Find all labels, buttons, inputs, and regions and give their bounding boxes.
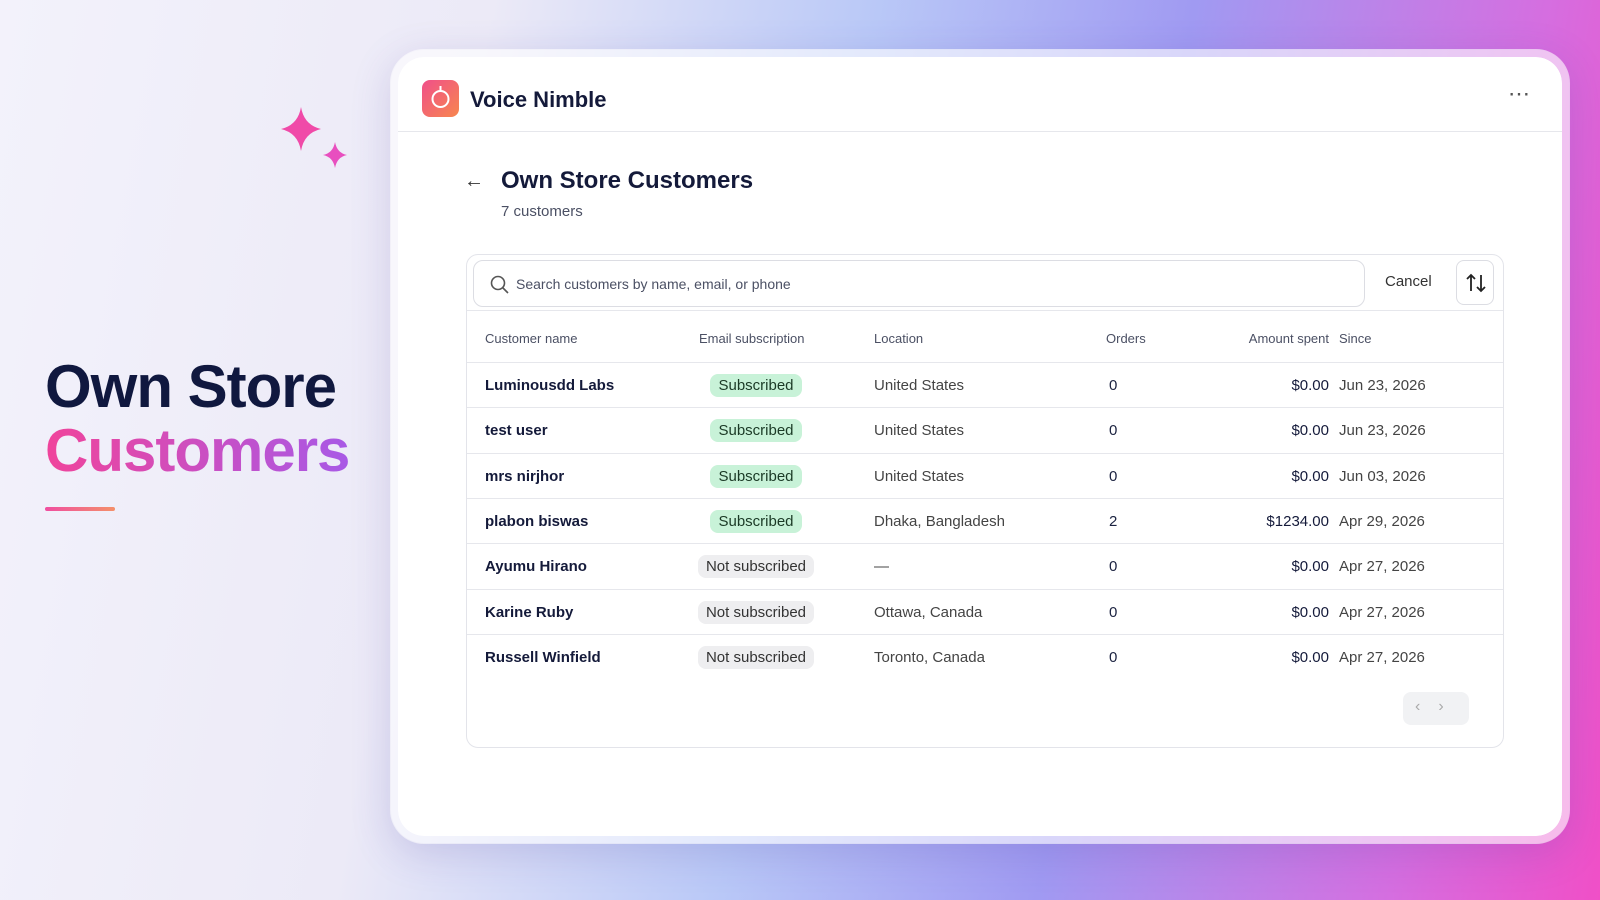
search-placeholder: Search customers by name, email, or phon… [516,276,791,292]
table-cell: $0.00 [1291,422,1329,440]
customer-name: plabon biswas [485,512,589,530]
table-cell: Jun 23, 2026 [1339,422,1426,440]
status-badge: Not subscribed [697,600,815,624]
table-cell: 0 [1109,648,1118,666]
table-cell: 2 [1109,512,1118,530]
hero-title: Customers [45,417,350,484]
table-row: Luminousdd Labs Subscribed United States 0 $… [467,362,1503,408]
customer-table: Search customers by name, email, or phon… [466,254,1504,748]
table-cell: Toronto, Canada [874,648,985,666]
customer-name: Russell Winfield [485,648,601,666]
column-header: Since [1339,331,1372,346]
table-cell: Jun 23, 2026 [1339,377,1426,394]
table-cell: $0.00 [1291,648,1329,666]
table-cell: $0.00 [1291,377,1329,394]
sort-button[interactable] [1456,260,1494,305]
underline [45,507,115,511]
sparkles [281,107,347,168]
table-cell: Apr 27, 2026 [1339,558,1425,576]
search-input[interactable]: Search customers by name, email, or phon… [473,260,1365,307]
table-row: Karine Ruby Not subscribed Ottawa, Canada 0… [467,588,1503,636]
subscription-cell: Subscribed [669,454,843,500]
table-cell: 0 [1109,422,1118,440]
column-header: Orders [1106,331,1146,346]
status-badge: Not subscribed [697,555,815,579]
customer-name: Karine Ruby [485,603,574,621]
page-subtitle: 7 customers [501,203,583,220]
status-badge: Subscribed [710,374,802,397]
column-header: Location [874,331,924,346]
page-title: Own Store Customers [501,167,754,194]
column-header: Customer name [485,331,578,346]
subscription-cell: Not subscribed [669,635,843,681]
table-cell: 0 [1109,467,1118,485]
table-cell: 0 [1109,377,1118,394]
pagination[interactable]: ‹› [1403,692,1469,725]
table-row: test user Subscribed United States 0 $0.00 Ju… [467,407,1503,453]
table-row: mrs nirjhor Subscribed United States 0 $0.00… [467,452,1503,500]
table-cell: Apr 29, 2026 [1339,512,1425,530]
table-cell: United States [874,422,965,440]
table-cell: United States [874,467,965,485]
logo [422,80,459,117]
back-button[interactable]: ← [464,170,484,192]
divider [467,310,1503,311]
subscription-cell: Not subscribed [669,590,843,636]
table-cell: Jun 03, 2026 [1339,467,1426,485]
table-cell: United States [874,377,965,394]
status-badge: Not subscribed [697,645,815,669]
customer-name: test user [485,422,548,440]
table-row: Russell Winfield Not subscribed Toronto, C… [467,633,1503,681]
table-cell: $0.00 [1291,603,1329,621]
table-cell: 0 [1109,558,1118,576]
status-badge: Subscribed [710,509,802,533]
hero-title: Own Store [45,353,337,420]
app-header: Voice Nimble ⋯ [398,57,1562,132]
cancel-button[interactable]: Cancel [1385,273,1432,290]
menu-button[interactable]: ⋯ [1508,81,1530,106]
table-cell: — [874,558,889,576]
status-badge: Subscribed [710,464,802,488]
app-name: Voice Nimble [470,87,607,112]
table-cell: $1234.00 [1266,512,1329,530]
table-cell: Dhaka, Bangladesh [874,512,1005,530]
customer-name: Ayumu Hirano [485,558,587,576]
subscription-cell: Subscribed [669,499,843,545]
customer-name: mrs nirjhor [485,467,565,485]
column-header: Amount spent [1248,331,1329,346]
subscription-cell: Not subscribed [669,544,843,590]
app-card: Voice Nimble ⋯ ← Own Store Customers 7 c… [390,49,1570,844]
table-cell: $0.00 [1291,467,1329,485]
subscription-cell: Subscribed [669,408,843,454]
column-header: Email subscription [699,331,805,346]
table-cell: Apr 27, 2026 [1339,603,1425,621]
table-cell: Apr 27, 2026 [1339,648,1425,666]
table-cell: 0 [1109,603,1118,621]
table-cell: $0.00 [1291,558,1329,576]
customer-name: Luminousdd Labs [485,377,615,394]
table-row: plabon biswas Subscribed Dhaka, Bangladesh… [467,497,1503,545]
table-row: Ayumu Hirano Not subscribed — 0 $0.00 Apr 27,… [467,543,1503,589]
subscription-cell: Subscribed [669,363,843,409]
status-badge: Subscribed [710,419,802,443]
table-cell: Ottawa, Canada [874,603,983,621]
